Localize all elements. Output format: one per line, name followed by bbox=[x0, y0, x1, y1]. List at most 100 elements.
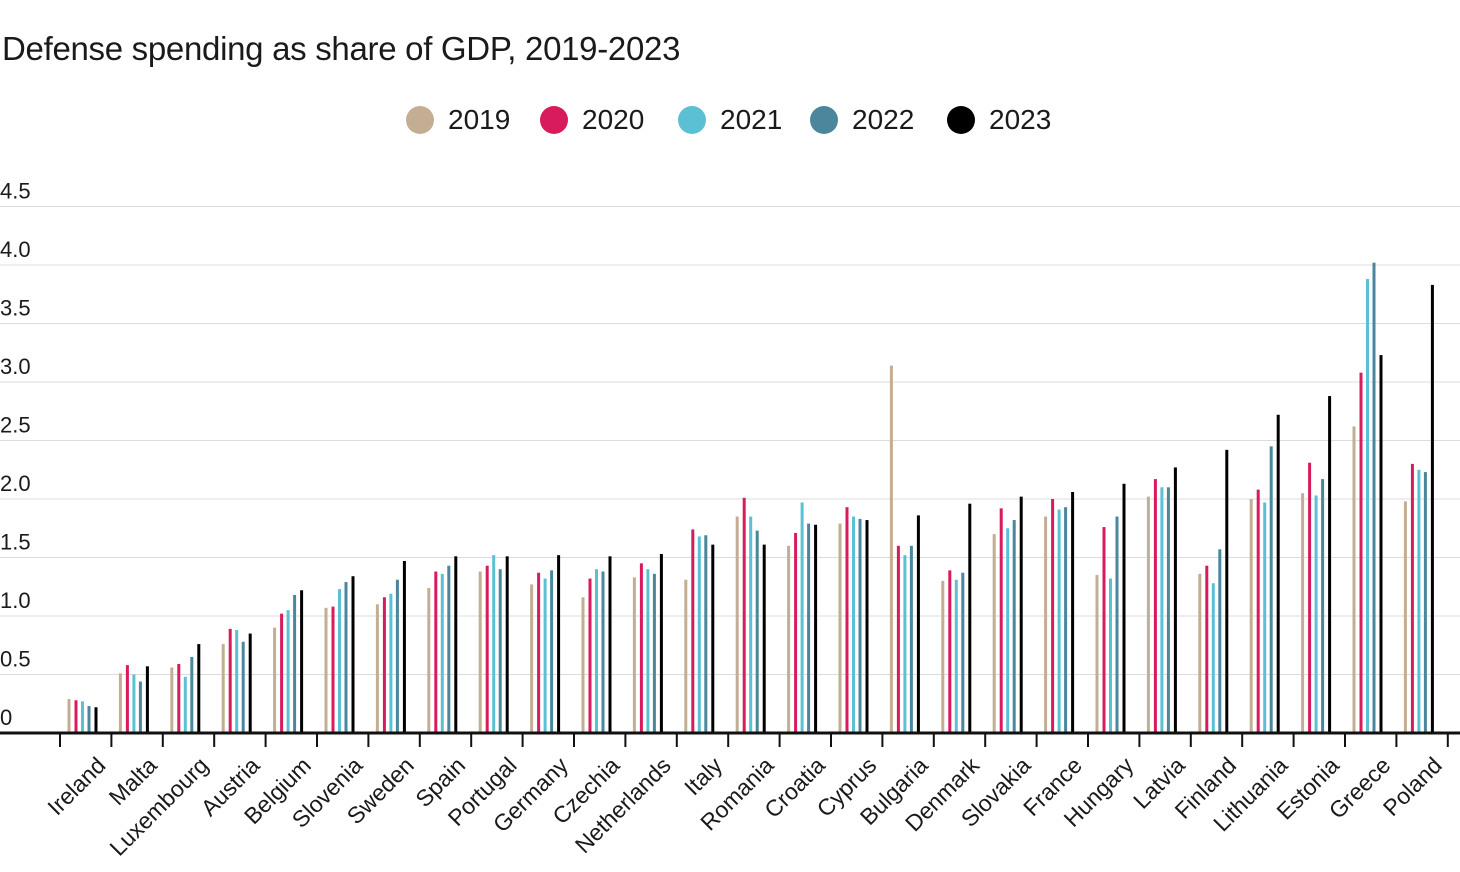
legend-item-2020[interactable]: 2020 bbox=[540, 100, 644, 140]
bar-croatia-2022 bbox=[807, 523, 811, 733]
bar-luxembourg-2020 bbox=[177, 663, 181, 733]
bar-ireland-2020 bbox=[74, 700, 78, 733]
bar-ireland-2023 bbox=[94, 707, 98, 733]
bar-czechia-2023 bbox=[608, 556, 612, 733]
bar-belgium-2021 bbox=[286, 610, 290, 733]
bar-slovenia-2019 bbox=[324, 607, 328, 733]
bar-slovenia-2020 bbox=[331, 606, 335, 733]
bar-finland-2023 bbox=[1225, 449, 1229, 733]
bar-slovakia-2022 bbox=[1012, 520, 1016, 733]
bar-greece-2021 bbox=[1366, 279, 1369, 733]
bar-lithuania-2020 bbox=[1256, 489, 1260, 733]
legend: 2019 2020 2021 2022 2023 bbox=[0, 100, 1460, 140]
bar-spain-2021 bbox=[440, 573, 444, 733]
bar-malta-2023 bbox=[145, 666, 149, 733]
bar-latvia-2021 bbox=[1160, 487, 1164, 733]
bar-estonia-2019 bbox=[1301, 493, 1305, 733]
bar-denmark-2022 bbox=[961, 572, 965, 733]
legend-swatch bbox=[810, 106, 838, 134]
bar-romania-2022 bbox=[755, 530, 759, 733]
bar-croatia-2020 bbox=[794, 532, 798, 733]
y-tick-label: 2.5 bbox=[0, 413, 31, 438]
bar-malta-2022 bbox=[138, 681, 142, 733]
bar-croatia-2019 bbox=[787, 545, 791, 733]
bar-slovenia-2022 bbox=[344, 582, 348, 733]
bar-belgium-2022 bbox=[293, 594, 297, 733]
bar-netherlands-2022 bbox=[652, 573, 656, 733]
bar-greece-2023 bbox=[1379, 355, 1383, 733]
y-tick-label: 1.5 bbox=[0, 530, 31, 555]
bar-finland-2021 bbox=[1211, 583, 1215, 733]
x-tick-label: Poland bbox=[1378, 752, 1447, 821]
bar-sweden-2023 bbox=[402, 561, 406, 733]
bar-estonia-2021 bbox=[1314, 495, 1318, 733]
bar-germany-2023 bbox=[557, 555, 561, 733]
bar-ireland-2019 bbox=[67, 699, 71, 733]
legend-swatch bbox=[678, 106, 706, 134]
x-tick-label: Ireland bbox=[42, 752, 110, 820]
bar-romania-2021 bbox=[749, 516, 753, 733]
bar-italy-2023 bbox=[711, 544, 715, 733]
bar-romania-2020 bbox=[742, 497, 746, 733]
bar-czechia-2021 bbox=[595, 569, 598, 733]
bar-ireland-2022 bbox=[87, 706, 91, 733]
bar-france-2020 bbox=[1051, 499, 1055, 733]
bar-hungary-2019 bbox=[1095, 575, 1099, 733]
bar-germany-2020 bbox=[537, 572, 541, 733]
y-tick-label: 3.5 bbox=[0, 296, 31, 321]
bar-italy-2019 bbox=[684, 579, 688, 733]
bar-cyprus-2020 bbox=[845, 507, 849, 733]
bar-finland-2022 bbox=[1218, 549, 1222, 733]
bar-czechia-2019 bbox=[581, 597, 585, 733]
bar-romania-2023 bbox=[762, 544, 766, 733]
bar-bulgaria-2022 bbox=[909, 545, 913, 733]
bar-slovakia-2021 bbox=[1006, 528, 1010, 733]
bar-denmark-2020 bbox=[948, 570, 952, 733]
bar-luxembourg-2022 bbox=[190, 656, 194, 733]
bar-netherlands-2020 bbox=[639, 563, 643, 733]
bar-luxembourg-2019 bbox=[170, 667, 174, 733]
legend-swatch bbox=[540, 106, 568, 134]
legend-item-2021[interactable]: 2021 bbox=[678, 100, 782, 140]
bar-portugal-2023 bbox=[505, 556, 509, 733]
bar-estonia-2022 bbox=[1321, 479, 1325, 733]
bar-hungary-2021 bbox=[1109, 578, 1112, 733]
x-axis: IrelandMaltaLuxembourgAustriaBelgiumSlov… bbox=[0, 731, 1460, 861]
y-axis: 0 0.5 1.0 1.5 2.0 2.5 3.0 3.5 4.0 4.5 bbox=[0, 179, 31, 731]
legend-item-2019[interactable]: 2019 bbox=[406, 100, 510, 140]
bar-hungary-2020 bbox=[1102, 527, 1106, 733]
bar-bulgaria-2021 bbox=[903, 555, 907, 733]
bar-france-2019 bbox=[1044, 516, 1048, 733]
bar-denmark-2019 bbox=[941, 580, 945, 733]
bar-poland-2022 bbox=[1423, 472, 1427, 733]
legend-label: 2022 bbox=[852, 104, 915, 135]
bar-austria-2022 bbox=[241, 641, 245, 733]
bar-romania-2019 bbox=[735, 516, 739, 733]
bar-poland-2021 bbox=[1417, 469, 1421, 733]
bar-portugal-2022 bbox=[498, 569, 502, 733]
legend-item-2022[interactable]: 2022 bbox=[810, 100, 914, 140]
bar-italy-2021 bbox=[697, 536, 701, 733]
bar-austria-2021 bbox=[235, 630, 239, 733]
bar-italy-2020 bbox=[691, 529, 695, 733]
bar-portugal-2019 bbox=[478, 571, 482, 733]
bar-cyprus-2019 bbox=[838, 523, 842, 733]
gridlines bbox=[0, 206, 1460, 675]
bar-lithuania-2021 bbox=[1263, 502, 1267, 733]
bar-france-2021 bbox=[1057, 509, 1061, 733]
bar-austria-2019 bbox=[221, 644, 225, 733]
bar-greece-2022 bbox=[1372, 262, 1376, 733]
bar-ireland-2021 bbox=[81, 701, 84, 733]
bar-denmark-2021 bbox=[954, 579, 958, 733]
bar-austria-2023 bbox=[248, 633, 252, 733]
bar-poland-2020 bbox=[1410, 463, 1414, 733]
legend-item-2023[interactable]: 2023 bbox=[947, 100, 1051, 140]
bar-hungary-2022 bbox=[1115, 516, 1119, 733]
bar-poland-2023 bbox=[1430, 284, 1434, 733]
bar-greece-2020 bbox=[1359, 372, 1363, 733]
bar-france-2023 bbox=[1071, 491, 1075, 733]
bar-slovakia-2023 bbox=[1019, 496, 1023, 733]
bar-netherlands-2019 bbox=[632, 577, 636, 733]
bar-lithuania-2019 bbox=[1249, 499, 1253, 733]
